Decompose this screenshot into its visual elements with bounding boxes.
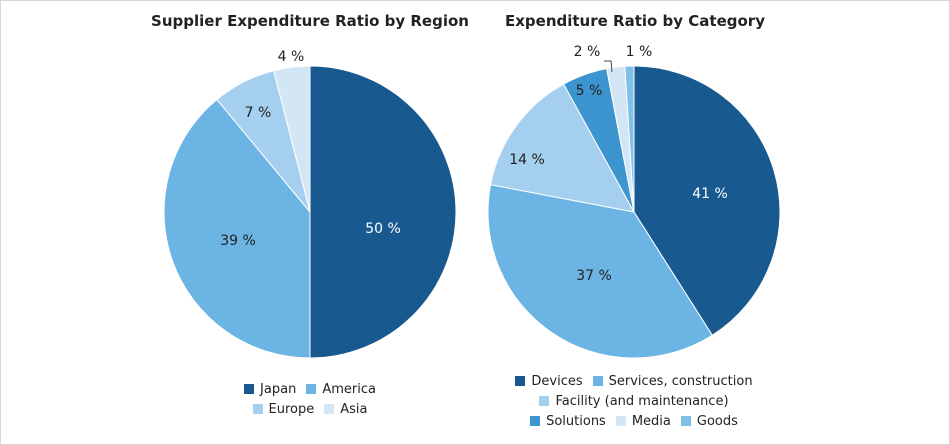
legend-swatch xyxy=(252,404,263,414)
category-legend: Devices Services, construction Facility (a… xyxy=(493,371,775,431)
pie-slice-goods xyxy=(624,65,635,213)
slice-label-services-construction: 37 % xyxy=(576,268,612,284)
legend-swatch xyxy=(244,384,255,394)
legend-label: Devices xyxy=(531,373,583,389)
leader-line xyxy=(604,60,613,73)
pie-slice-services-construction xyxy=(487,184,713,359)
legend-item-europe: Europe xyxy=(252,401,315,417)
legend-item-services-construction: Services, construction xyxy=(592,373,753,389)
category-chart-title: Expenditure Ratio by Category xyxy=(505,12,765,30)
legend-label: Europe xyxy=(268,401,315,417)
legend-label: Facility (and maintenance) xyxy=(555,393,729,409)
pie-slice-japan xyxy=(309,65,457,359)
slice-label-japan: 50 % xyxy=(365,221,401,237)
legend-swatch xyxy=(530,416,541,426)
slice-label-asia: 4 % xyxy=(278,49,305,65)
slice-label-media: 2 % xyxy=(574,44,601,60)
legend-swatch xyxy=(592,376,603,386)
legend-swatch xyxy=(324,404,335,414)
slice-label-devices: 41 % xyxy=(692,186,728,202)
legend-swatch xyxy=(306,384,317,394)
legend-item-solutions: Solutions xyxy=(530,414,606,429)
legend-item-media: Media xyxy=(615,413,671,429)
legend-item-asia: Asia xyxy=(324,402,367,417)
legend-swatch xyxy=(615,416,626,426)
pie-slice-devices xyxy=(633,65,781,336)
slice-label-goods: 1 % xyxy=(626,44,653,60)
legend-row: Facility (and maintenance) xyxy=(493,391,775,411)
legend-label: Services, construction xyxy=(608,373,753,389)
legend-swatch xyxy=(539,396,550,406)
legend-label: Media xyxy=(631,413,671,429)
legend-label: Solutions xyxy=(546,413,606,429)
legend-item-america: America xyxy=(306,382,376,397)
legend-label: Goods xyxy=(696,413,738,429)
region-chart-title: Supplier Expenditure Ratio by Region xyxy=(151,12,469,30)
legend-label: Japan xyxy=(260,381,297,397)
slice-label-america: 39 % xyxy=(220,233,256,249)
legend-item-facility-and-maintenance: Facility (and maintenance) xyxy=(539,393,729,409)
slice-label-europe: 7 % xyxy=(245,105,272,121)
pie-slice-asia xyxy=(273,65,311,213)
region-legend: Japan America Europe Asia xyxy=(210,379,410,419)
legend-item-devices: Devices xyxy=(515,373,583,389)
legend-item-japan: Japan xyxy=(244,382,296,397)
legend-row: Europe Asia xyxy=(210,399,410,419)
slice-label-solutions: 5 % xyxy=(576,83,603,99)
legend-item-goods: Goods xyxy=(680,413,738,429)
pie-slice-facility-and-maintenance xyxy=(490,83,635,213)
legend-label: America xyxy=(322,381,376,397)
legend-label: Asia xyxy=(340,401,368,417)
legend-row: Solutions Media Goods xyxy=(493,411,775,431)
pie-slice-america xyxy=(163,98,311,359)
legend-swatch xyxy=(680,416,691,426)
legend-row: Devices Services, construction xyxy=(493,371,775,391)
slice-label-facility-and-maintenance: 14 % xyxy=(509,152,545,168)
legend-swatch xyxy=(515,376,526,386)
legend-row: Japan America xyxy=(210,379,410,399)
